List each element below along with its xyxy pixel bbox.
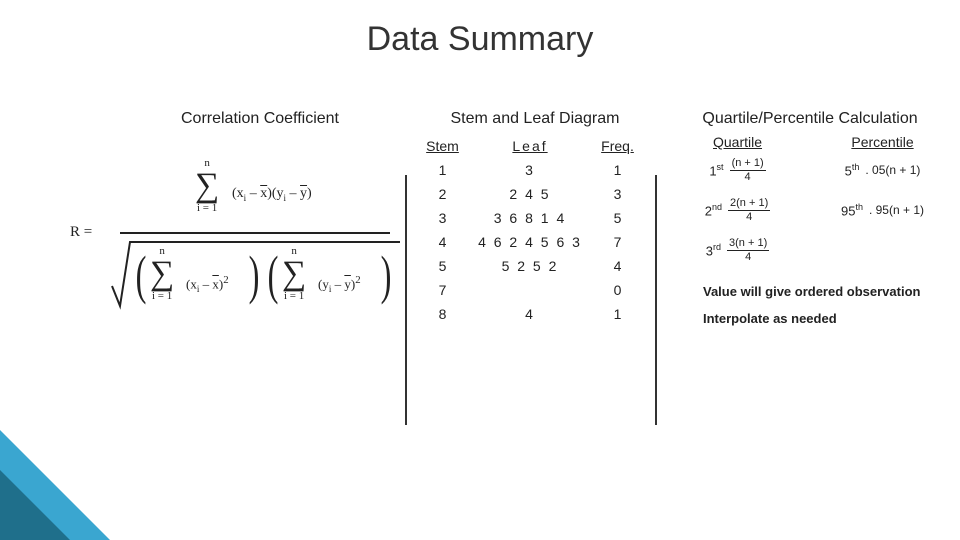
sigma-symbol-3: ∑ [282, 257, 306, 291]
qp-note1: Value will give ordered observation [703, 284, 955, 299]
den2-expr: (yi – y)2 [318, 274, 361, 294]
paren-r1: ) [249, 244, 260, 306]
table-row: 70 [415, 278, 655, 302]
freq-header: Freq. [590, 138, 645, 154]
percentile-ord: 95th [841, 202, 863, 218]
table-row: 33 6 8 1 45 [415, 206, 655, 230]
percentile-ord: 5th [845, 162, 860, 178]
leaf-cell: 3 6 8 1 4 [470, 210, 590, 226]
quartile-row: 2nd 2(n + 1)4 [665, 190, 810, 230]
divider-1 [405, 175, 407, 425]
quartile-ord: 3rd [706, 242, 721, 258]
freq-cell: 4 [590, 258, 645, 274]
table-row: 22 4 53 [415, 182, 655, 206]
correlation-section: Correlation Coefficient R = n ∑ i = 1 (x… [110, 110, 410, 336]
r-equals-label: R = [70, 224, 92, 241]
percentile-row: 5th . 05(n + 1) [810, 150, 955, 190]
sigma-symbol-2: ∑ [150, 257, 174, 291]
fraction-bar [120, 232, 390, 234]
quartile-row: 3rd 3(n + 1)4 [665, 230, 810, 270]
percentile-header: Percentile [810, 134, 955, 150]
quartile-row: 1st (n + 1)4 [665, 150, 810, 190]
leaf-cell: 4 6 2 4 5 6 3 [470, 234, 590, 250]
stemleaf-table: Stem Leaf Freq. 131 22 4 53 33 6 8 1 45 … [415, 134, 655, 326]
stem-cell: 5 [415, 258, 470, 274]
correlation-heading: Correlation Coefficient [110, 110, 410, 128]
percentile-row: 95th . 95(n + 1) [810, 190, 955, 230]
table-row: 55 2 5 24 [415, 254, 655, 278]
paren-l1: ( [136, 244, 147, 306]
freq-cell: 7 [590, 234, 645, 250]
stem-header: Stem [415, 138, 470, 154]
stem-cell: 8 [415, 306, 470, 322]
quartile-column: 1st (n + 1)4 2nd 2(n + 1)4 3rd 3(n + 1)4 [665, 150, 810, 270]
leaf-header: Leaf [470, 138, 590, 154]
quartile-ord: 1st [709, 162, 723, 178]
leaf-cell: 4 [470, 306, 590, 322]
qp-headers: Quartile Percentile [665, 134, 955, 150]
sigma-numerator: n ∑ i = 1 [195, 158, 219, 214]
divider-2 [655, 175, 657, 425]
table-row: 841 [415, 302, 655, 326]
freq-cell: 3 [590, 186, 645, 202]
sigma-lower-2: i = 1 [150, 291, 174, 302]
sigma-lower-3: i = 1 [282, 291, 306, 302]
qp-heading: Quartile/Percentile Calculation [665, 110, 955, 128]
qp-note2: Interpolate as needed [703, 311, 955, 326]
table-row: 44 6 2 4 5 6 37 [415, 230, 655, 254]
stem-cell: 3 [415, 210, 470, 226]
accent-decoration [0, 430, 110, 540]
freq-cell: 5 [590, 210, 645, 226]
freq-cell: 1 [590, 162, 645, 178]
paren-r2: ) [381, 244, 392, 306]
qp-body: Quartile Percentile 1st (n + 1)4 2nd 2(n… [665, 134, 955, 326]
quartile-header: Quartile [665, 134, 810, 150]
table-row: 131 [415, 158, 655, 182]
correlation-formula: R = n ∑ i = 1 (xi – x)(yi – y) ( n ∑ i =… [110, 136, 410, 336]
qp-section: Quartile/Percentile Calculation Quartile… [665, 110, 955, 326]
stem-cell: 7 [415, 282, 470, 298]
numerator-expr: (xi – x)(yi – y) [232, 186, 312, 203]
freq-cell: 0 [590, 282, 645, 298]
leaf-cell: 2 4 5 [470, 186, 590, 202]
sigma-lower: i = 1 [195, 203, 219, 214]
quartile-frac: 3(n + 1)4 [727, 237, 769, 262]
leaf-cell: 3 [470, 162, 590, 178]
page-title: Data Summary [0, 20, 960, 59]
quartile-frac: 2(n + 1)4 [728, 197, 770, 222]
stemleaf-heading: Stem and Leaf Diagram [415, 110, 655, 128]
stem-cell: 4 [415, 234, 470, 250]
stem-cell: 2 [415, 186, 470, 202]
freq-cell: 1 [590, 306, 645, 322]
leaf-cell: 5 2 5 2 [470, 258, 590, 274]
percentile-column: 5th . 05(n + 1) 95th . 95(n + 1) [810, 150, 955, 270]
sigma-symbol: ∑ [195, 169, 219, 203]
percentile-expr: . 05(n + 1) [865, 163, 920, 177]
sigma-den2: n ∑ i = 1 [282, 246, 306, 302]
den1-expr: (xi – x)2 [186, 274, 229, 294]
paren-l2: ( [268, 244, 279, 306]
stemleaf-section: Stem and Leaf Diagram Stem Leaf Freq. 13… [415, 110, 655, 326]
sigma-den1: n ∑ i = 1 [150, 246, 174, 302]
stemleaf-header-row: Stem Leaf Freq. [415, 134, 655, 158]
percentile-expr: . 95(n + 1) [869, 203, 924, 217]
stem-cell: 1 [415, 162, 470, 178]
quartile-frac: (n + 1)4 [730, 157, 766, 182]
quartile-ord: 2nd [705, 202, 722, 218]
